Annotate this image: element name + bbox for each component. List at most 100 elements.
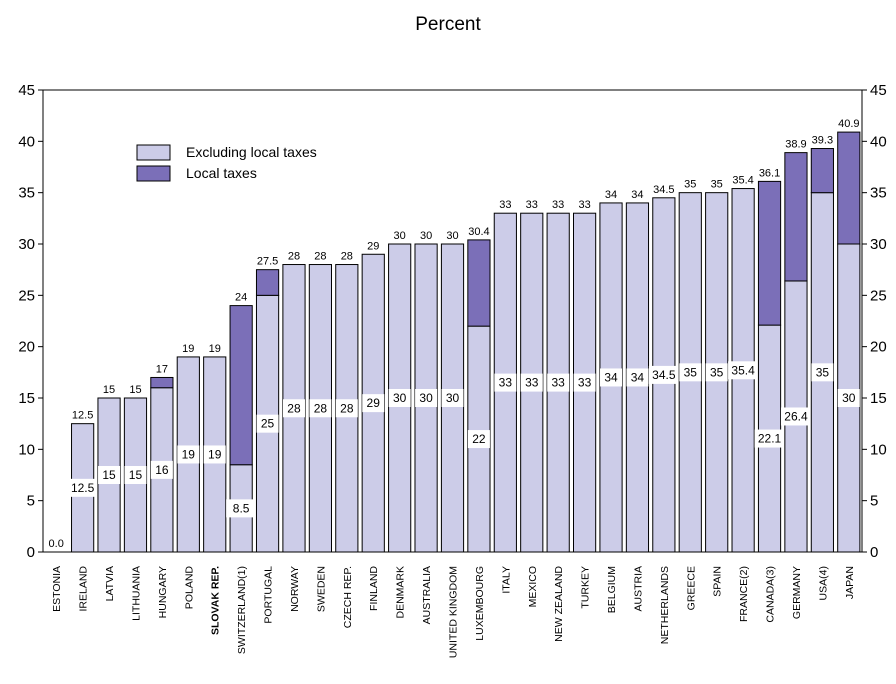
y-tick-label-right: 35 <box>870 185 887 202</box>
inner-label-bg <box>282 399 305 418</box>
inner-label-bg <box>226 499 257 518</box>
bar-total-label: 15 <box>129 384 141 396</box>
bar-local-taxes <box>757 180 782 326</box>
inner-label-bg <box>124 466 147 484</box>
inner-label-bg <box>705 363 728 382</box>
y-tick-label-right: 10 <box>870 441 887 458</box>
bar-total-label: 40.9 <box>838 118 859 130</box>
bar-inner-label: 35.4 <box>731 363 755 377</box>
inner-label-bg <box>837 389 860 407</box>
bar-inner-label: 34 <box>631 370 645 384</box>
category-label: LATVIA <box>104 566 116 601</box>
category-label: DENMARK <box>395 566 407 619</box>
bar-inner-label: 22.1 <box>758 432 782 446</box>
bar-inner-label: 19 <box>182 447 196 461</box>
legend-label-local: Local taxes <box>186 165 257 181</box>
bar-total-label: 28 <box>288 251 300 263</box>
category-label: HUNGARY <box>157 566 169 618</box>
category-label: SPAIN <box>712 566 724 597</box>
inner-label-bg <box>256 414 279 433</box>
inner-label-bg <box>309 399 332 418</box>
bar-local-taxes <box>150 376 174 389</box>
y-tick-label-right: 25 <box>870 287 887 304</box>
category-label: FINLAND <box>368 566 380 611</box>
bar-inner-label: 33 <box>551 376 565 390</box>
bar-inner-label: 28 <box>287 401 301 415</box>
bar-total-label: 35 <box>684 179 696 191</box>
inner-label-bg <box>679 363 702 382</box>
category-label: JAPAN <box>844 566 856 599</box>
bar-local-taxes <box>810 148 834 194</box>
category-label: MEXICO <box>527 566 539 607</box>
inner-label-bg <box>626 368 649 387</box>
category-label: ESTONIA <box>51 566 63 612</box>
inner-label-bg <box>573 373 596 392</box>
bar-inner-label: 8.5 <box>233 501 250 515</box>
bar-total-label: 33 <box>499 199 511 211</box>
y-tick-label-left: 25 <box>18 287 35 304</box>
category-label: LITHUANIA <box>130 566 142 621</box>
bar-total-label: 38.9 <box>785 139 806 151</box>
legend-swatch-excluding <box>136 144 171 161</box>
bar-total-label: 30.4 <box>468 226 489 238</box>
bar-total-label: 36.1 <box>759 167 780 179</box>
inner-label-bg <box>335 399 358 418</box>
bar-total-label: 0.0 <box>49 538 64 550</box>
legend-swatch-local <box>136 165 171 182</box>
bar-inner-label: 35 <box>710 365 724 379</box>
category-label: POLAND <box>183 566 195 610</box>
inner-label-bg <box>648 365 679 384</box>
bar-local-taxes <box>255 269 280 296</box>
bar-total-label: 39.3 <box>812 135 833 147</box>
bar-total-label: 24 <box>235 292 247 304</box>
inner-label-bg <box>728 361 759 380</box>
y-tick-label-left: 0 <box>27 544 35 561</box>
bar-inner-label: 30 <box>842 391 856 405</box>
category-label: ITALY <box>500 566 512 594</box>
category-label: LUXEMBOURG <box>474 566 486 641</box>
inner-label-bg <box>98 466 121 484</box>
bar-inner-label: 33 <box>578 376 592 390</box>
bar-inner-label: 28 <box>314 401 328 415</box>
bar-total-label: 34 <box>605 189 617 201</box>
y-tick-label-left: 45 <box>18 82 35 99</box>
category-label: GREECE <box>685 566 697 610</box>
inner-label-bg <box>520 373 543 392</box>
bar-total-label: 34.5 <box>653 184 674 196</box>
bar-total-label: 30 <box>420 230 432 242</box>
inner-label-bg <box>494 373 517 392</box>
bar-total-label: 30 <box>446 230 458 242</box>
bar-inner-label: 22 <box>472 432 486 446</box>
inner-label-bg <box>362 394 385 413</box>
inner-label-bg <box>415 389 438 407</box>
inner-label-bg <box>441 389 464 407</box>
inner-label-bg <box>150 460 173 479</box>
bar-local-taxes <box>229 305 253 466</box>
inner-label-bg <box>811 363 834 382</box>
bar-inner-label: 30 <box>393 391 407 405</box>
category-label: NEW ZEALAND <box>553 566 565 642</box>
bar-inner-label: 16 <box>155 463 169 477</box>
y-tick-label-left: 30 <box>18 236 35 253</box>
category-label: PORTUGAL <box>263 566 275 624</box>
bar-local-taxes <box>837 131 861 245</box>
category-label: FRANCE(2) <box>738 566 750 622</box>
bar-total-label: 33 <box>526 199 538 211</box>
bar-total-label: 33 <box>578 199 590 211</box>
category-label: CANADA(3) <box>765 566 777 623</box>
bar-inner-label: 15 <box>129 468 143 482</box>
category-label: AUSTRALIA <box>421 566 433 624</box>
category-label: USA(4) <box>817 566 829 600</box>
inner-label-bg <box>600 368 623 387</box>
bar-inner-label: 35 <box>684 365 698 379</box>
category-label: SWITZERLAND(1) <box>236 566 248 654</box>
inner-label-bg <box>177 445 200 464</box>
category-label: GERMANY <box>791 566 803 619</box>
bar-inner-label: 29 <box>367 396 381 410</box>
bar-total-label: 17 <box>156 363 168 375</box>
bar-total-label: 30 <box>394 230 406 242</box>
category-label: TURKEY <box>580 566 592 609</box>
y-tick-label-left: 5 <box>27 493 35 510</box>
y-tick-label-right: 40 <box>870 133 887 150</box>
